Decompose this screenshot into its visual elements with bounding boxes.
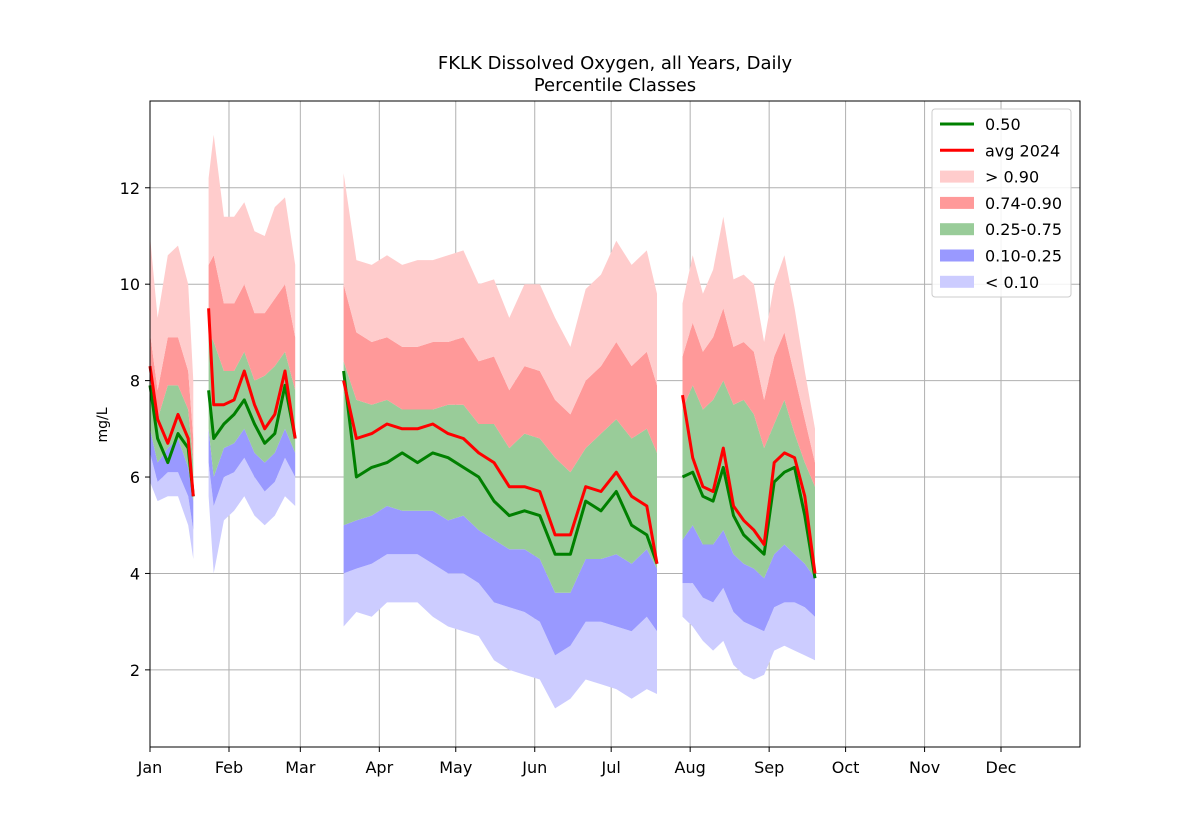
band-p10-25 xyxy=(208,428,296,506)
median-line xyxy=(207,383,297,445)
series-lines xyxy=(148,308,817,579)
legend-label: 0.74-0.90 xyxy=(985,194,1062,213)
x-tick-label: Apr xyxy=(365,758,393,777)
band-gt90 xyxy=(150,236,194,439)
band-lt10 xyxy=(343,554,657,709)
x-tick-label: Nov xyxy=(909,758,940,777)
band-p10-25 xyxy=(343,506,657,656)
band-p25-75 xyxy=(150,375,194,502)
x-tick-label: Aug xyxy=(675,758,706,777)
band-lt10 xyxy=(682,583,815,680)
band-p25-75 xyxy=(208,332,296,477)
legend: 0.50 avg 2024 > 0.90 0.74-0.90 0.25-0.75 0.10… xyxy=(931,108,1072,298)
band-gt90 xyxy=(208,134,296,338)
x-axis: Jan Feb Mar Apr May Jun Jul Aug Sep Oct Nov Dec xyxy=(137,747,1017,777)
legend-swatch xyxy=(940,249,974,262)
band-lt10 xyxy=(150,452,194,559)
legend-label: 0.10-0.25 xyxy=(985,247,1062,266)
x-tick-label: Dec xyxy=(986,758,1017,777)
avg-2024-line xyxy=(342,380,659,565)
percentile-bands xyxy=(150,134,815,709)
legend-swatch xyxy=(940,170,974,183)
legend-label: > 0.90 xyxy=(985,168,1039,187)
avg-2024-line xyxy=(681,394,817,574)
y-tick-label: 10 xyxy=(120,275,140,294)
y-tick-label: 6 xyxy=(130,468,140,487)
median-line xyxy=(342,370,659,565)
band-p74-90 xyxy=(343,284,657,473)
x-tick-label: Oct xyxy=(832,758,860,777)
band-p10-25 xyxy=(150,428,194,531)
legend-label: < 0.10 xyxy=(985,273,1039,292)
y-tick-label: 2 xyxy=(130,661,140,680)
band-p25-75 xyxy=(682,380,815,579)
avg-2024-line xyxy=(207,308,297,439)
y-axis-label: mg/L xyxy=(95,407,111,442)
legend-label: 0.25-0.75 xyxy=(985,220,1062,239)
legend-swatch xyxy=(940,275,974,288)
legend-swatch xyxy=(940,223,974,236)
avg-2024-line xyxy=(148,365,195,497)
x-tick-label: May xyxy=(439,758,472,777)
legend-swatch xyxy=(940,196,974,209)
y-tick-label: 4 xyxy=(130,564,140,583)
x-tick-label: Mar xyxy=(285,758,316,777)
band-p74-90 xyxy=(682,308,815,487)
y-tick-label: 8 xyxy=(130,372,140,391)
band-gt90 xyxy=(343,173,657,415)
band-lt10 xyxy=(208,457,296,574)
y-axis: 2 4 6 8 10 12 xyxy=(120,179,150,680)
legend-label: 0.50 xyxy=(985,115,1021,134)
y-tick-label: 12 xyxy=(120,179,140,198)
median-line xyxy=(681,465,817,579)
band-p25-75 xyxy=(343,361,657,593)
band-gt90 xyxy=(682,216,815,463)
band-p74-90 xyxy=(208,255,296,391)
chart-subtitle: Percentile Classes xyxy=(534,75,696,96)
legend-label: avg 2024 xyxy=(985,141,1060,160)
x-tick-label: Jul xyxy=(601,758,621,777)
band-p74-90 xyxy=(150,332,194,463)
plot-frame xyxy=(149,100,1081,748)
x-tick-label: Feb xyxy=(215,758,243,777)
x-tick-label: Jan xyxy=(137,758,163,777)
x-tick-label: Sep xyxy=(754,758,784,777)
band-p10-25 xyxy=(682,525,815,632)
x-tick-label: Jun xyxy=(521,758,547,777)
chart-title: FKLK Dissolved Oxygen, all Years, Daily xyxy=(438,53,793,74)
